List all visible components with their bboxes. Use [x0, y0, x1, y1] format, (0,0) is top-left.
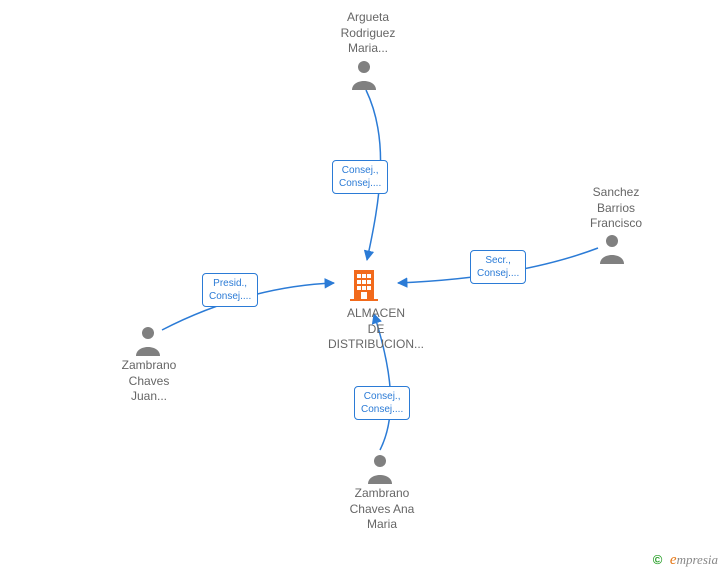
edge-label-top: Consej., Consej....: [332, 160, 388, 194]
brand-rest: mpresia: [677, 552, 718, 567]
person-node-argueta-label: Argueta Rodriguez Maria...: [336, 10, 400, 57]
brand-first-letter: e: [670, 552, 677, 568]
edge-label-left: Presid., Consej....: [202, 273, 258, 307]
company-node-icon[interactable]: [348, 266, 380, 302]
copyright-symbol: ©: [653, 552, 663, 567]
footer-brand: © empresia: [653, 552, 718, 569]
edge-label-bottom: Consej., Consej....: [354, 386, 410, 420]
edge-label-right: Secr., Consej....: [470, 250, 526, 284]
company-node-label: ALMACEN DE DISTRIBUCION...: [326, 306, 426, 353]
person-node-argueta-icon[interactable]: [350, 58, 378, 90]
person-node-sanchez-icon[interactable]: [598, 232, 626, 264]
person-node-zambrano-ana-label: Zambrano Chaves Ana Maria: [346, 486, 418, 533]
person-node-sanchez-label: Sanchez Barrios Francisco: [582, 185, 650, 232]
person-node-zambrano-juan-icon[interactable]: [134, 324, 162, 356]
person-node-zambrano-juan-label: Zambrano Chaves Juan...: [118, 358, 180, 405]
person-node-zambrano-ana-icon[interactable]: [366, 452, 394, 484]
